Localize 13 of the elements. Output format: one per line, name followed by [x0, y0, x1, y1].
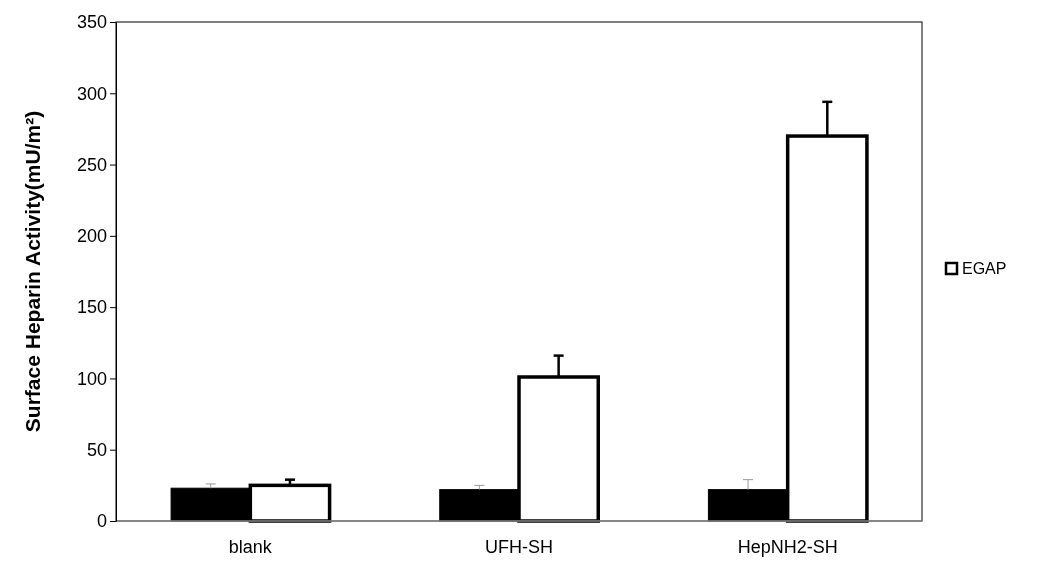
x-tick-label: blank	[228, 536, 273, 557]
y-tick-label: 0	[96, 511, 107, 532]
legend-label: EGAP	[962, 260, 1007, 277]
y-axis-title: Surface Heparin Activity(mU/m²)	[21, 110, 44, 433]
x-tick-label: UFH-SH	[485, 536, 553, 557]
y-tick-label: 100	[76, 368, 107, 389]
y-tick-label: 350	[76, 12, 107, 33]
y-tick-label: 150	[76, 297, 107, 318]
y-tick-label: 250	[76, 154, 107, 175]
y-tick-label: 50	[86, 439, 107, 460]
y-tick-label: 300	[76, 83, 107, 104]
y-tick-label: 200	[76, 226, 107, 247]
x-tick-label: HepNH2-SH	[737, 536, 838, 557]
